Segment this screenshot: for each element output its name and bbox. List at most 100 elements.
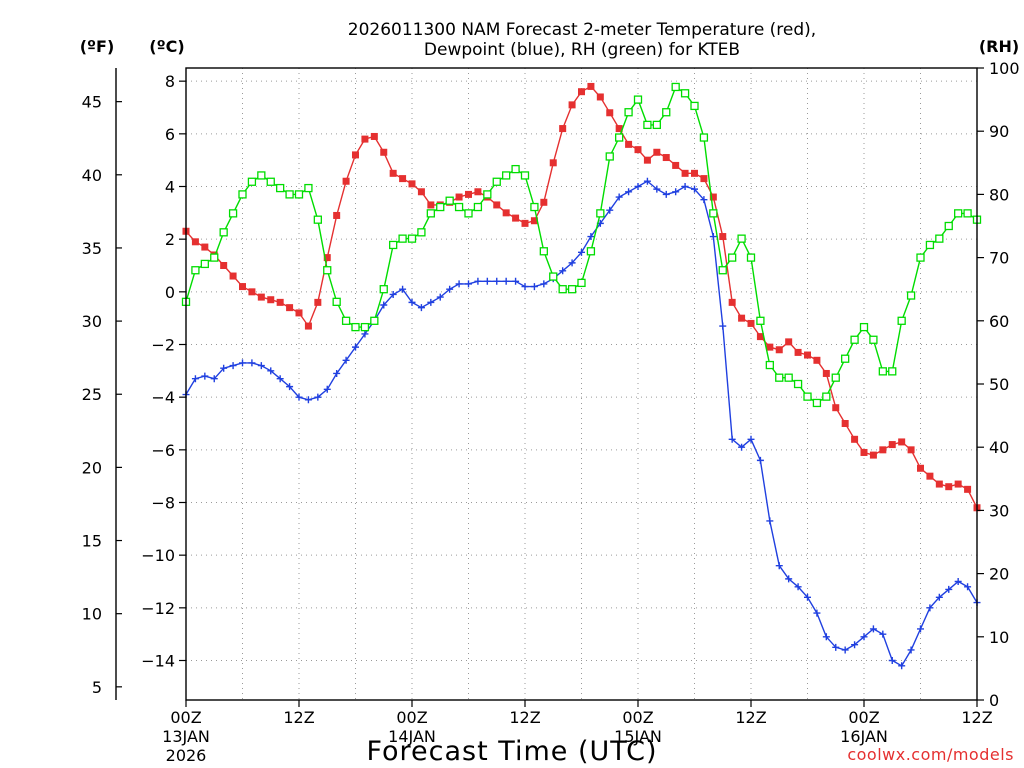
- dewpoint-point: [201, 372, 209, 380]
- rh-point: [520, 171, 530, 180]
- dewpoint-point: [502, 277, 510, 285]
- rh-point: [247, 177, 257, 186]
- labels-layer: 2026011300 NAM Forecast 2-meter Temperat…: [80, 20, 1019, 767]
- rh-point: [294, 190, 304, 199]
- dewpoint-point: [869, 625, 877, 633]
- rh-point: [304, 183, 313, 193]
- temperature-point: [559, 125, 567, 133]
- temperature-point: [286, 304, 294, 312]
- x-tick-label: 00Z: [848, 708, 879, 727]
- rh-point: [492, 177, 501, 186]
- rh-point: [511, 164, 520, 174]
- rh-point: [690, 101, 699, 111]
- fahrenheit-tick-label: 40: [82, 166, 102, 185]
- temperature-point: [220, 262, 228, 269]
- temperature-point: [465, 190, 472, 198]
- temperature-point: [474, 188, 482, 196]
- x-date-label: 14JAN: [388, 727, 436, 746]
- dewpoint-point: [606, 206, 614, 214]
- rh-point: [822, 392, 831, 401]
- dewpoint-point: [483, 277, 491, 285]
- temperature-point: [907, 446, 915, 454]
- series-layer: [181, 82, 982, 670]
- rh-point: [793, 379, 803, 389]
- temperature-point: [257, 293, 265, 301]
- temperature-point: [804, 351, 811, 359]
- dewpoint-point: [860, 633, 868, 641]
- temperature-point: [917, 464, 924, 472]
- x-tick-label: 00Z: [622, 708, 653, 727]
- rh-point: [831, 373, 840, 382]
- dewpoint-point: [239, 359, 246, 367]
- celsius-tick-label: 6: [165, 125, 175, 144]
- dewpoint-point: [578, 248, 585, 256]
- temperature-point: [926, 472, 934, 480]
- temperature-point: [738, 314, 746, 322]
- dewpoint-point: [361, 330, 369, 338]
- temperature-point: [352, 151, 359, 159]
- celsius-tick-label: 8: [165, 72, 175, 91]
- dewpoint-point: [276, 375, 284, 383]
- temperature-point: [832, 404, 840, 412]
- temperature-point: [408, 180, 416, 188]
- temperature-point: [879, 446, 887, 454]
- rh-tick-label: 40: [989, 438, 1009, 457]
- temperature-point: [333, 211, 341, 219]
- dewpoint-point: [568, 259, 576, 267]
- temperature-point: [851, 435, 859, 443]
- temperature-point: [276, 298, 284, 306]
- fahrenheit-tick-label: 45: [82, 93, 102, 112]
- dewpoint-point: [954, 578, 962, 585]
- dewpoint-point: [691, 185, 698, 193]
- dewpoint-point: [681, 183, 689, 190]
- rh-tick-label: 20: [989, 565, 1009, 584]
- celsius-tick-label: −10: [141, 546, 175, 565]
- rh-point: [652, 120, 661, 130]
- fahrenheit-tick-label: 20: [82, 458, 102, 477]
- x-axis-title: Forecast Time (UTC): [366, 736, 657, 767]
- dewpoint-point: [399, 285, 407, 293]
- temperature-point: [342, 177, 350, 185]
- x-tick-label: 12Z: [735, 708, 766, 727]
- dewpoint-point: [747, 435, 755, 443]
- x-tick-label: 12Z: [509, 708, 540, 727]
- dewpoint-point: [286, 383, 294, 391]
- temperature-point: [399, 175, 407, 183]
- temperature-point: [191, 238, 199, 246]
- temperature-point: [869, 451, 877, 459]
- rh-point: [577, 278, 586, 288]
- dewpoint-point: [493, 277, 501, 285]
- dewpoint-point: [587, 233, 595, 241]
- dewpoint-point: [709, 233, 717, 241]
- dewpoint-point: [248, 359, 256, 367]
- dewpoint-point: [841, 646, 849, 654]
- rh-point: [850, 335, 859, 344]
- axes-layer: 86420−2−4−6−8−10−12−14454035302520151051…: [82, 59, 1020, 765]
- dewpoint-point: [700, 196, 708, 204]
- dewpoint-point: [662, 190, 670, 198]
- rh-point: [210, 253, 219, 262]
- temperature-point: [389, 169, 397, 177]
- dewpoint-point: [417, 304, 425, 312]
- rh-point: [624, 108, 633, 117]
- temperature-point: [643, 156, 651, 164]
- rh-point: [906, 291, 916, 300]
- temperature-point: [615, 125, 623, 133]
- chart-title-line2: Dewpoint (blue), RH (green) for KTEB: [424, 40, 740, 60]
- dewpoint-point: [380, 301, 388, 309]
- rh-point: [869, 335, 878, 344]
- dewpoint-point: [220, 364, 228, 372]
- temperature-point: [530, 217, 538, 225]
- temperature-point: [521, 219, 529, 227]
- temperature-point: [785, 338, 793, 346]
- dewpoint-point: [295, 393, 303, 401]
- rh-point: [502, 171, 511, 180]
- x-tick-label: 12Z: [961, 708, 992, 727]
- temperature-point: [700, 175, 708, 183]
- dewpoint-point: [352, 343, 359, 351]
- dewpoint-point: [738, 443, 746, 451]
- dewpoint-point: [559, 267, 567, 275]
- temperature-point: [417, 188, 425, 196]
- rh-point: [841, 354, 850, 363]
- rh-point: [596, 209, 605, 218]
